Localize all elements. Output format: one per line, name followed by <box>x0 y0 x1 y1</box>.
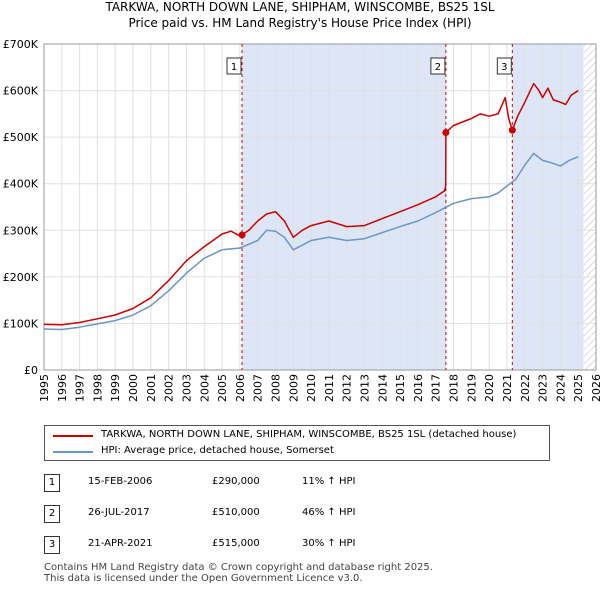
line-chart: 1 2 3 £0 £100K £200K £300K £400K £500K £600K £700K… <box>3 38 600 402</box>
transaction-point <box>238 231 246 239</box>
x-tick-label: 2020 <box>483 374 496 402</box>
x-tick-label: 1999 <box>109 374 122 402</box>
x-tick-label: 2007 <box>252 374 265 402</box>
x-tick-label: 2025 <box>572 374 585 402</box>
x-tick-label: 2004 <box>198 374 211 402</box>
x-tick-label: 2000 <box>127 374 140 402</box>
transaction-number: 3 <box>44 536 60 554</box>
transaction-date: 26-JUL-2017 <box>88 507 150 518</box>
x-tick-label: 2016 <box>412 374 425 402</box>
transaction-number: 2 <box>44 505 60 523</box>
x-tick-label: 1997 <box>74 374 87 402</box>
x-tick-label: 2012 <box>341 374 354 402</box>
x-tick-label: 2023 <box>537 374 550 402</box>
hatched-region <box>583 44 596 370</box>
x-tick-label: 1998 <box>91 374 104 402</box>
x-tick-label: 2002 <box>163 374 176 402</box>
transaction-point <box>508 126 516 134</box>
transaction-hpi-change: 46% ↑ HPI <box>302 507 356 518</box>
x-tick-label: 2015 <box>394 374 407 402</box>
x-tick-label: 2001 <box>145 374 158 402</box>
legend-swatch-hpi <box>53 451 93 453</box>
x-tick-label: 2008 <box>269 374 282 402</box>
legend-swatch-property <box>53 435 93 437</box>
y-tick-label: £700K <box>3 38 39 51</box>
x-tick-label: 1995 <box>38 374 51 402</box>
legend-label-property: TARKWA, NORTH DOWN LANE, SHIPHAM, WINSCO… <box>101 429 517 440</box>
transaction-point <box>442 128 450 136</box>
x-tick-label: 2011 <box>323 374 336 402</box>
transaction-label: 1 <box>231 62 237 73</box>
x-tick-label: 2013 <box>359 374 372 402</box>
x-tick-label: 2003 <box>180 374 193 402</box>
transaction-label: 3 <box>501 62 507 73</box>
transaction-price: £290,000 <box>212 476 260 487</box>
y-tick-label: £0 <box>24 364 38 377</box>
legend-label-hpi: HPI: Average price, detached house, Some… <box>101 445 334 456</box>
price-paid-line <box>43 82 579 326</box>
transaction-label-box <box>496 57 512 75</box>
transaction-label: 2 <box>435 62 441 73</box>
x-tick-label: 2022 <box>519 374 532 402</box>
x-tick-label: 2019 <box>465 374 478 402</box>
footer-copyright: Contains HM Land Registry data © Crown c… <box>44 562 433 573</box>
transaction-date: 15-FEB-2006 <box>88 476 153 487</box>
transaction-hpi-change: 30% ↑ HPI <box>302 538 356 549</box>
x-tick-label: 2006 <box>234 374 247 402</box>
plot-frame <box>43 43 597 371</box>
transaction-label-box <box>430 57 446 75</box>
shaded-period <box>512 44 584 370</box>
y-tick-label: £300K <box>3 224 39 237</box>
x-tick-label: 2024 <box>554 374 567 402</box>
y-tick-label: £400K <box>3 178 39 191</box>
transaction-price: £510,000 <box>212 507 260 518</box>
transaction-price: £515,000 <box>212 538 260 549</box>
y-tick-label: £500K <box>3 131 39 144</box>
x-tick-label: 1996 <box>56 374 69 402</box>
transaction-hpi-change: 11% ↑ HPI <box>302 476 356 487</box>
x-tick-label: 2014 <box>376 374 389 402</box>
x-tick-label: 2010 <box>305 374 318 402</box>
shaded-period <box>242 44 446 370</box>
footer-licence: This data is licensed under the Open Gov… <box>44 573 363 584</box>
y-tick-label: £100K <box>3 317 39 330</box>
chart-subtitle: Price paid vs. HM Land Registry's House … <box>128 16 472 30</box>
hpi-line <box>43 152 579 331</box>
chart-title: TARKWA, NORTH DOWN LANE, SHIPHAM, WINSCO… <box>105 0 495 14</box>
legend: TARKWA, NORTH DOWN LANE, SHIPHAM, WINSCO… <box>44 425 550 461</box>
transaction-date: 21-APR-2021 <box>88 538 153 549</box>
y-tick-label: £600K <box>3 85 39 98</box>
transaction-label-box <box>226 57 242 75</box>
x-tick-label: 2021 <box>501 374 514 402</box>
x-tick-label: 2018 <box>448 374 461 402</box>
x-tick-label: 2017 <box>430 374 443 402</box>
x-tick-label: 2009 <box>287 374 300 402</box>
transaction-number: 1 <box>44 474 60 492</box>
x-tick-label: 2005 <box>216 374 229 402</box>
y-tick-label: £200K <box>3 271 39 284</box>
x-tick-label: 2026 <box>590 374 600 402</box>
